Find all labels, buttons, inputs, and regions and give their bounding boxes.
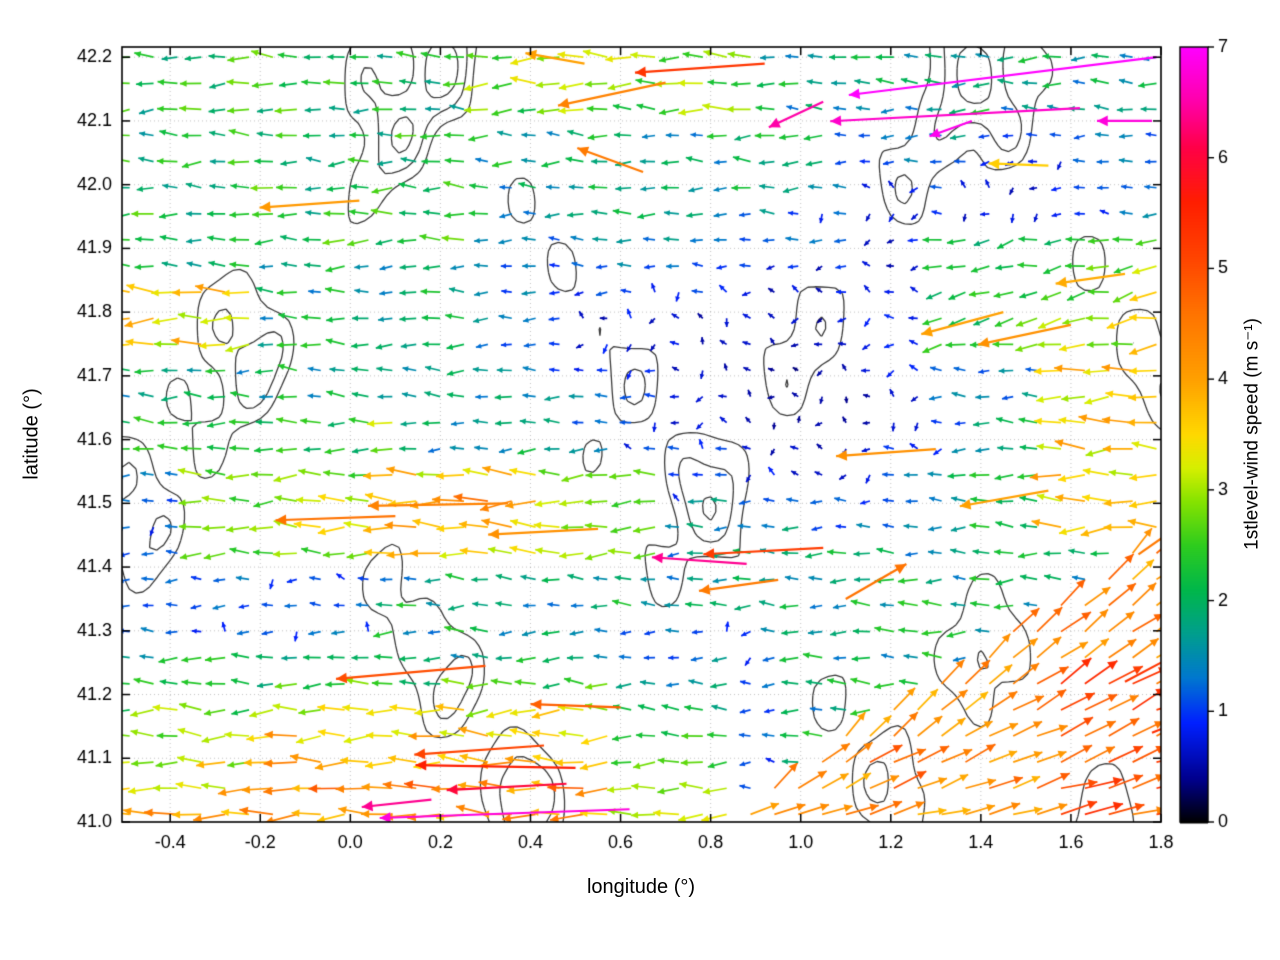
colorbar-label: 1stlevel-wind speed (m s⁻¹) (1241, 318, 1263, 550)
y-axis-label: latitude (°) (20, 388, 43, 480)
x-axis-label: longitude (°) (586, 876, 696, 898)
